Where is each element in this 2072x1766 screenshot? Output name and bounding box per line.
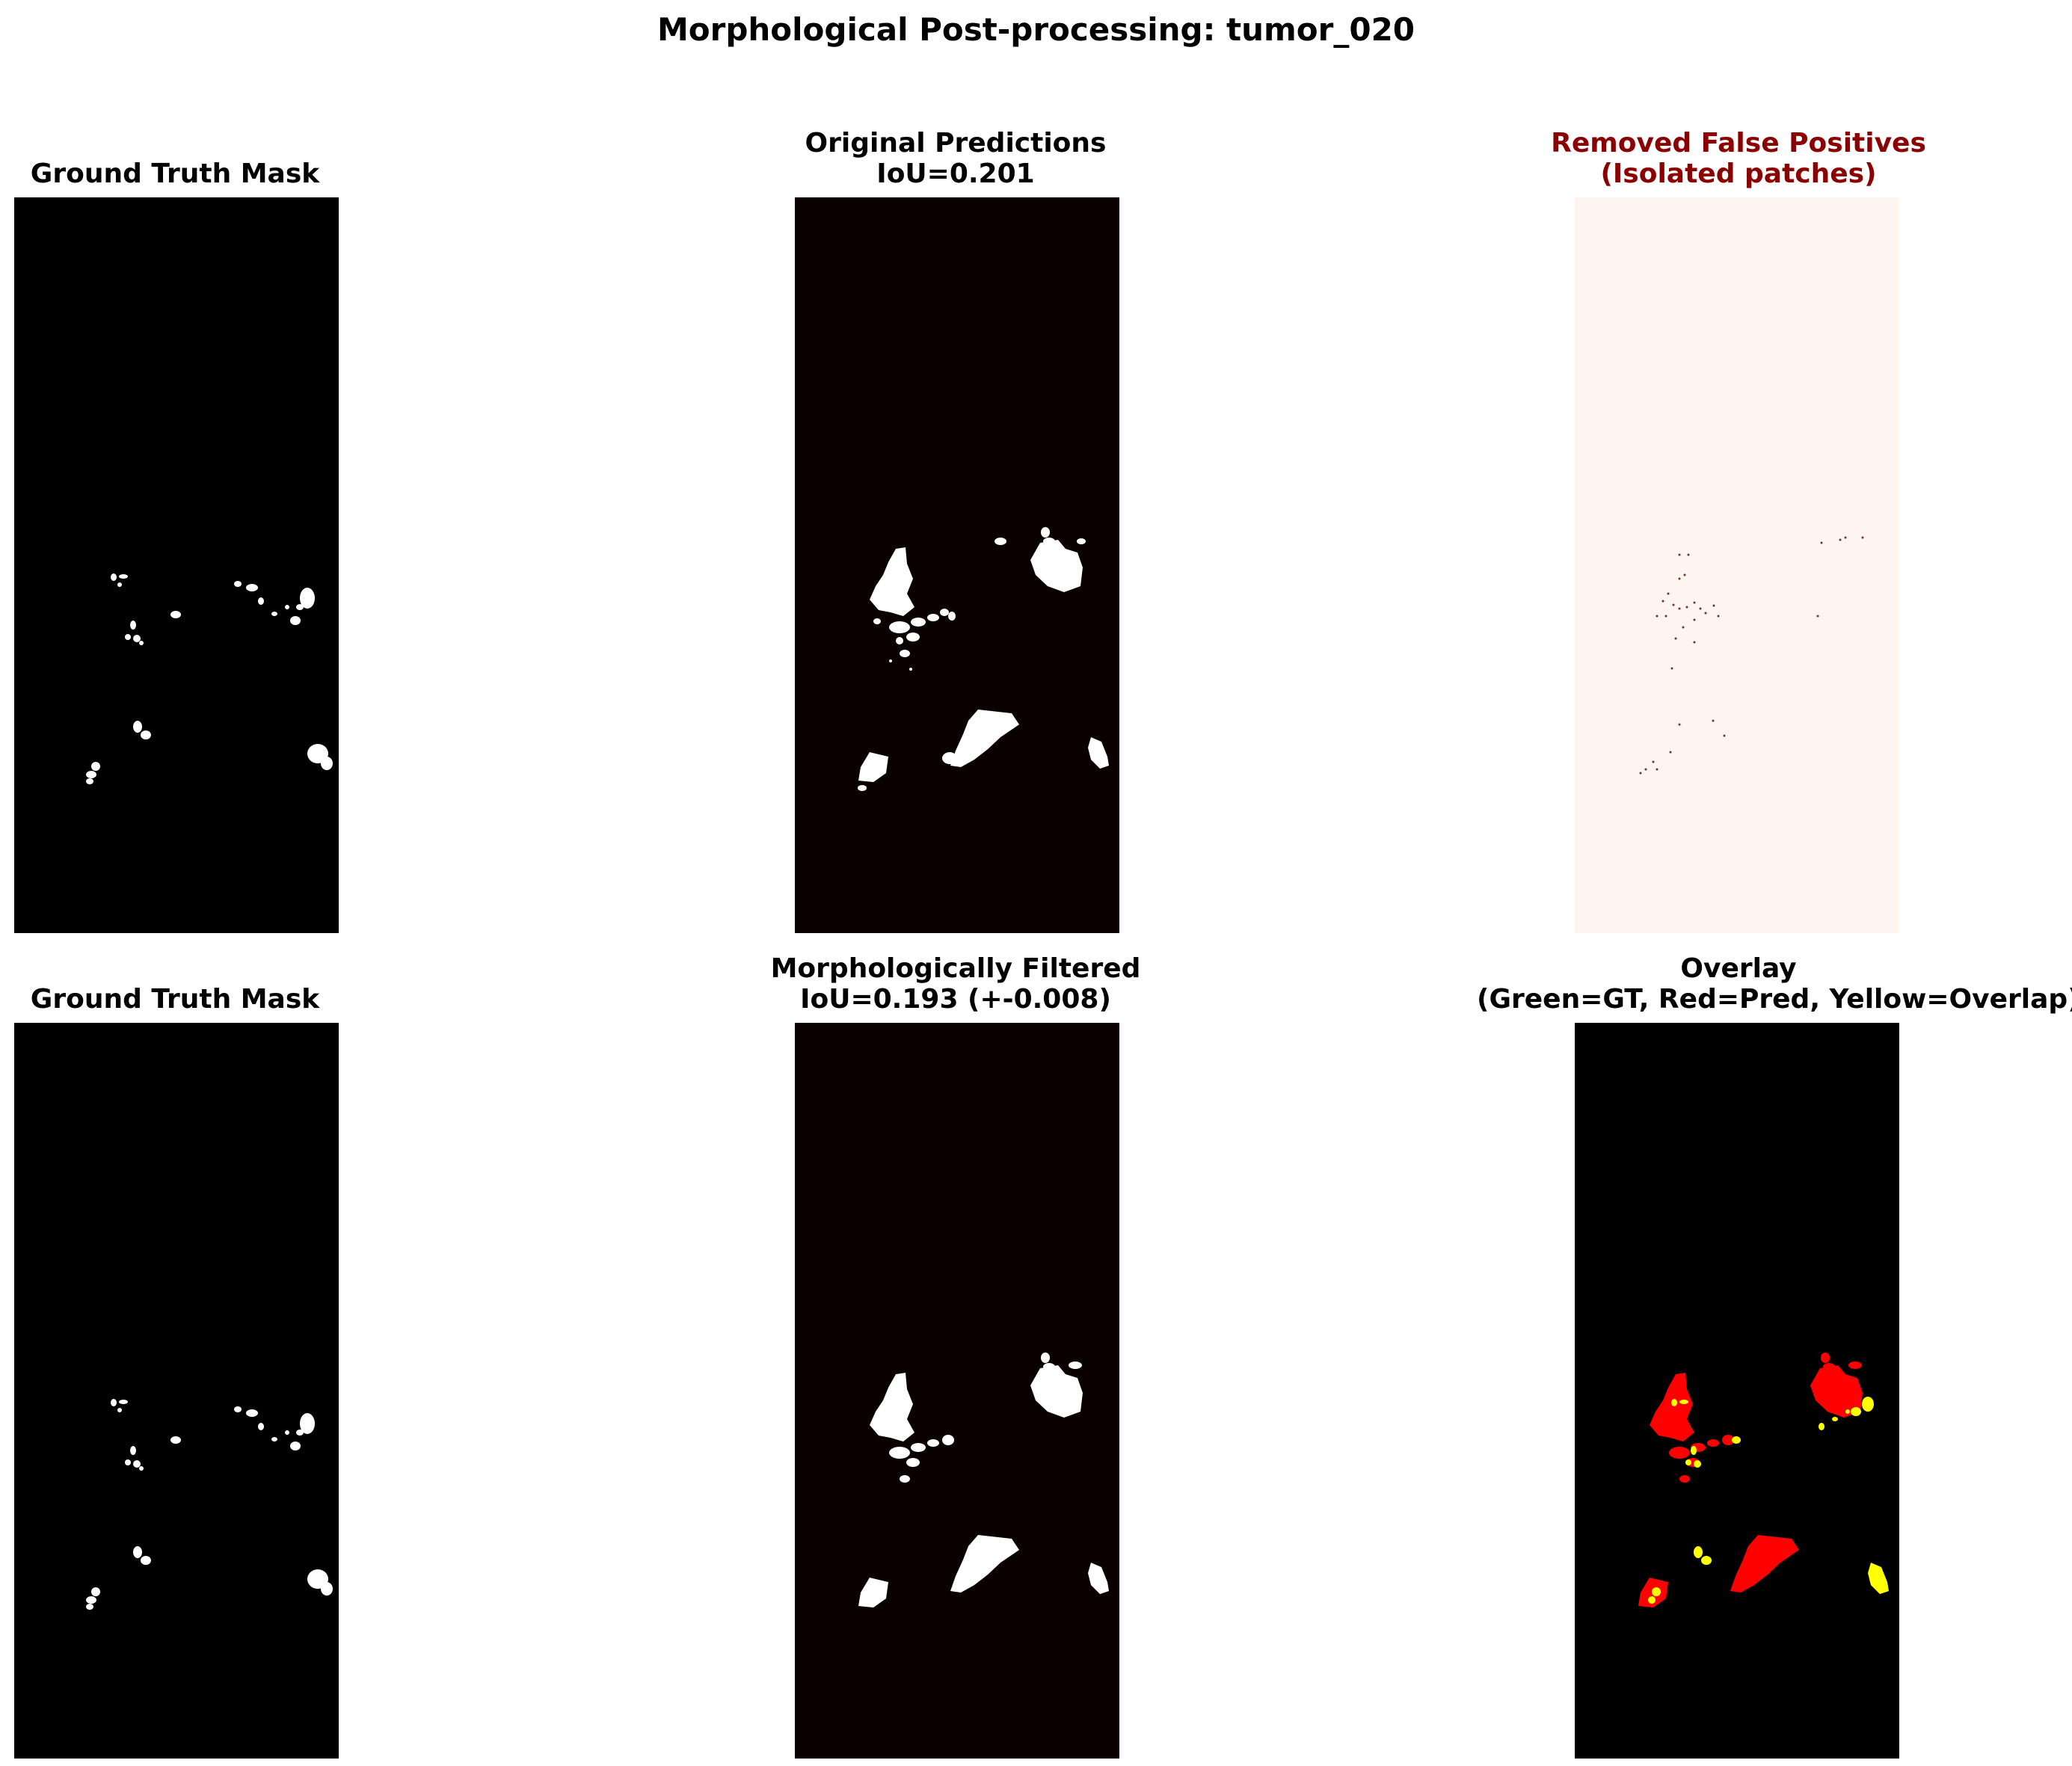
panel-title-line: Ground Truth Mask [30, 159, 320, 189]
gt-mask-image [14, 197, 339, 933]
panel-removed-false-positives [1575, 197, 1899, 933]
overlay-overlap-regions [1648, 1397, 1889, 1604]
panel-title-filtered: Morphologically Filtered IoU=0.193 (+-0.… [694, 953, 1217, 1015]
overlay-image [1575, 1023, 1899, 1759]
panel-title-removed: Removed False Positives (Isolated patche… [1477, 128, 2000, 189]
panel-title-line: Ground Truth Mask [30, 984, 320, 1015]
original-predictions-image [795, 197, 1119, 933]
figure-title: Morphological Post-processing: tumor_020 [657, 11, 1415, 48]
panel-title-line: (Isolated patches) [1600, 159, 1877, 189]
panel-title-line: Morphologically Filtered [770, 953, 1141, 984]
filtered-predictions-image [795, 1023, 1119, 1759]
panel-original-predictions [795, 197, 1119, 933]
panel-title-line: Overlay [1680, 953, 1797, 984]
panel-title-gt-bottom: Ground Truth Mask [0, 984, 437, 1015]
panel-title-line: Removed False Positives [1551, 128, 1926, 159]
panel-overlay [1575, 1023, 1899, 1759]
panel-title-line: IoU=0.193 (+-0.008) [800, 984, 1111, 1015]
panel-title-line: IoU=0.201 [876, 159, 1035, 189]
panel-title-gt-top: Ground Truth Mask [0, 159, 437, 189]
panel-morphologically-filtered [795, 1023, 1119, 1759]
removed-false-positives-image [1575, 197, 1899, 933]
panel-title-overlay: Overlay (Green=GT, Red=Pred, Yellow=Over… [1477, 953, 2072, 1015]
gt-mask-image [14, 1023, 339, 1759]
panel-title-line: Original Predictions [805, 128, 1107, 159]
overlay-pred-regions [1638, 1353, 1863, 1607]
panel-gt-top [14, 197, 339, 933]
panel-title-original: Original Predictions IoU=0.201 [694, 128, 1217, 189]
panel-title-line: (Green=GT, Red=Pred, Yellow=Overlap) [1477, 984, 2072, 1015]
panel-gt-bottom [14, 1023, 339, 1759]
